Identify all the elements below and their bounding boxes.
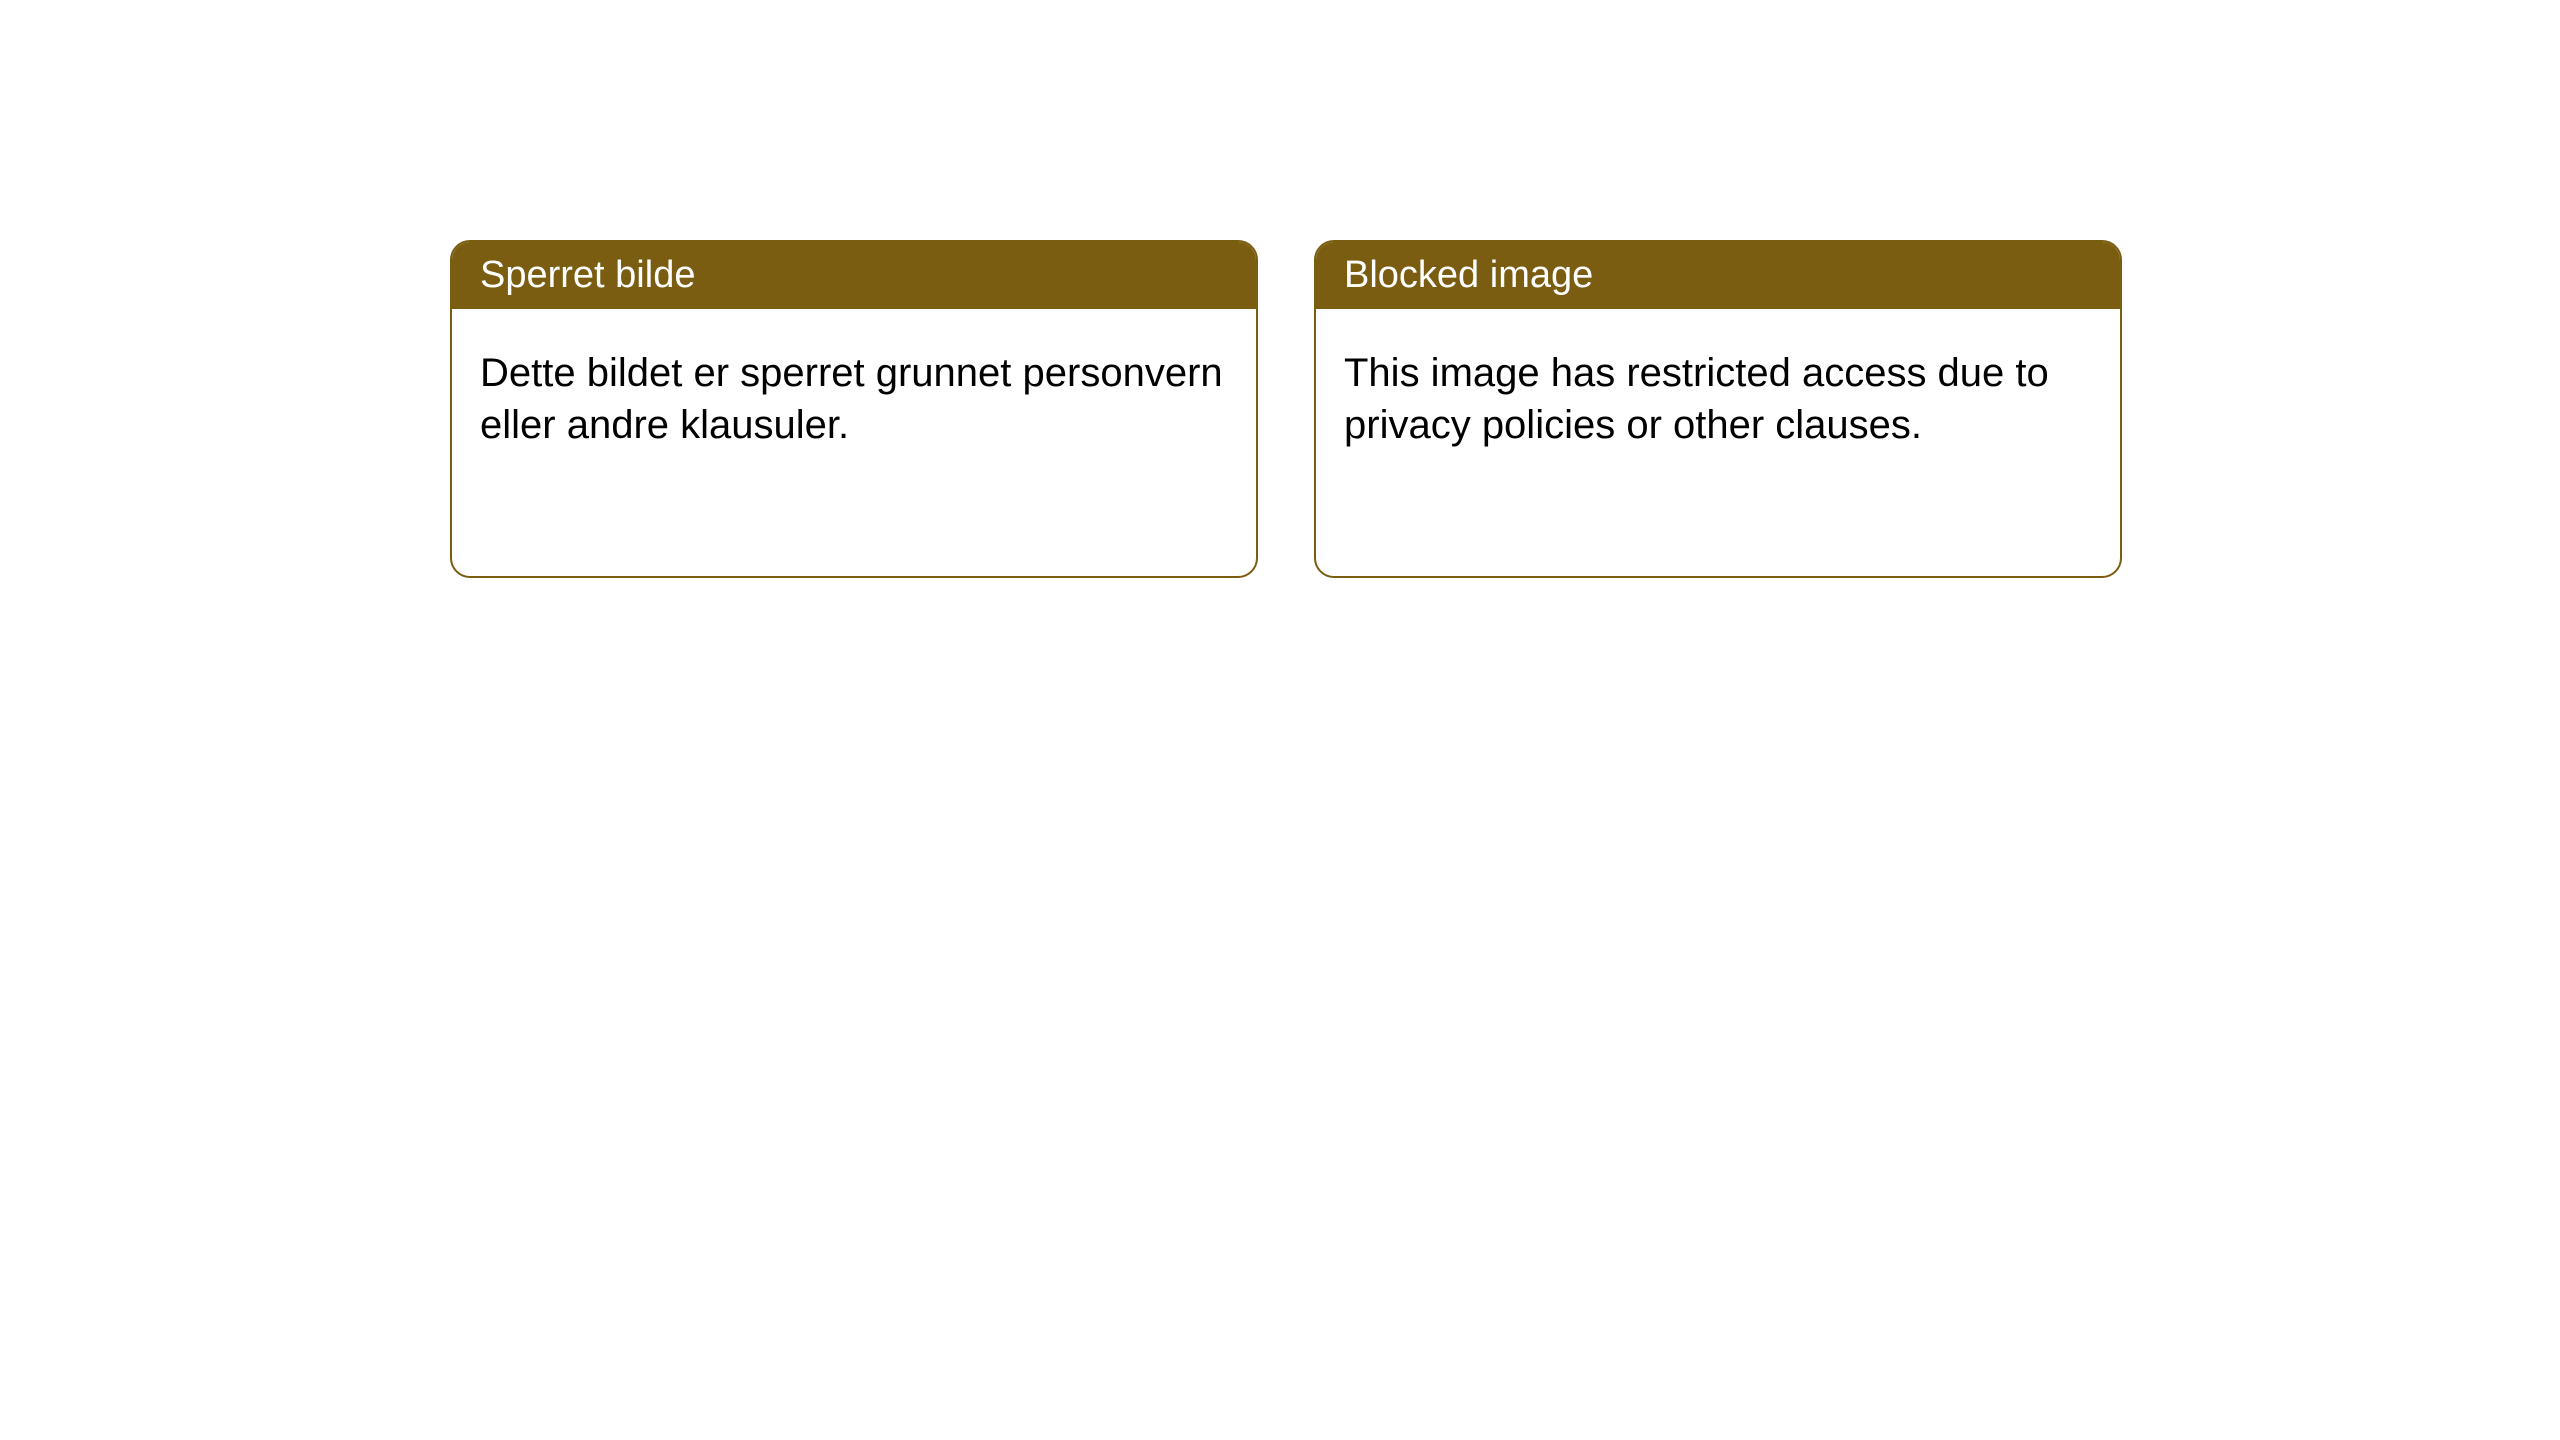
card-body: Dette bildet er sperret grunnet personve… [452, 309, 1256, 489]
card-header: Sperret bilde [452, 242, 1256, 309]
card-title: Blocked image [1344, 254, 1593, 296]
notice-container: Sperret bilde Dette bildet er sperret gr… [0, 0, 2560, 578]
card-header: Blocked image [1316, 242, 2120, 309]
card-title: Sperret bilde [480, 254, 695, 296]
card-body-text: This image has restricted access due to … [1344, 351, 2049, 447]
blocked-image-card-en: Blocked image This image has restricted … [1314, 240, 2122, 578]
card-body: This image has restricted access due to … [1316, 309, 2120, 489]
blocked-image-card-no: Sperret bilde Dette bildet er sperret gr… [450, 240, 1258, 578]
card-body-text: Dette bildet er sperret grunnet personve… [480, 351, 1223, 447]
